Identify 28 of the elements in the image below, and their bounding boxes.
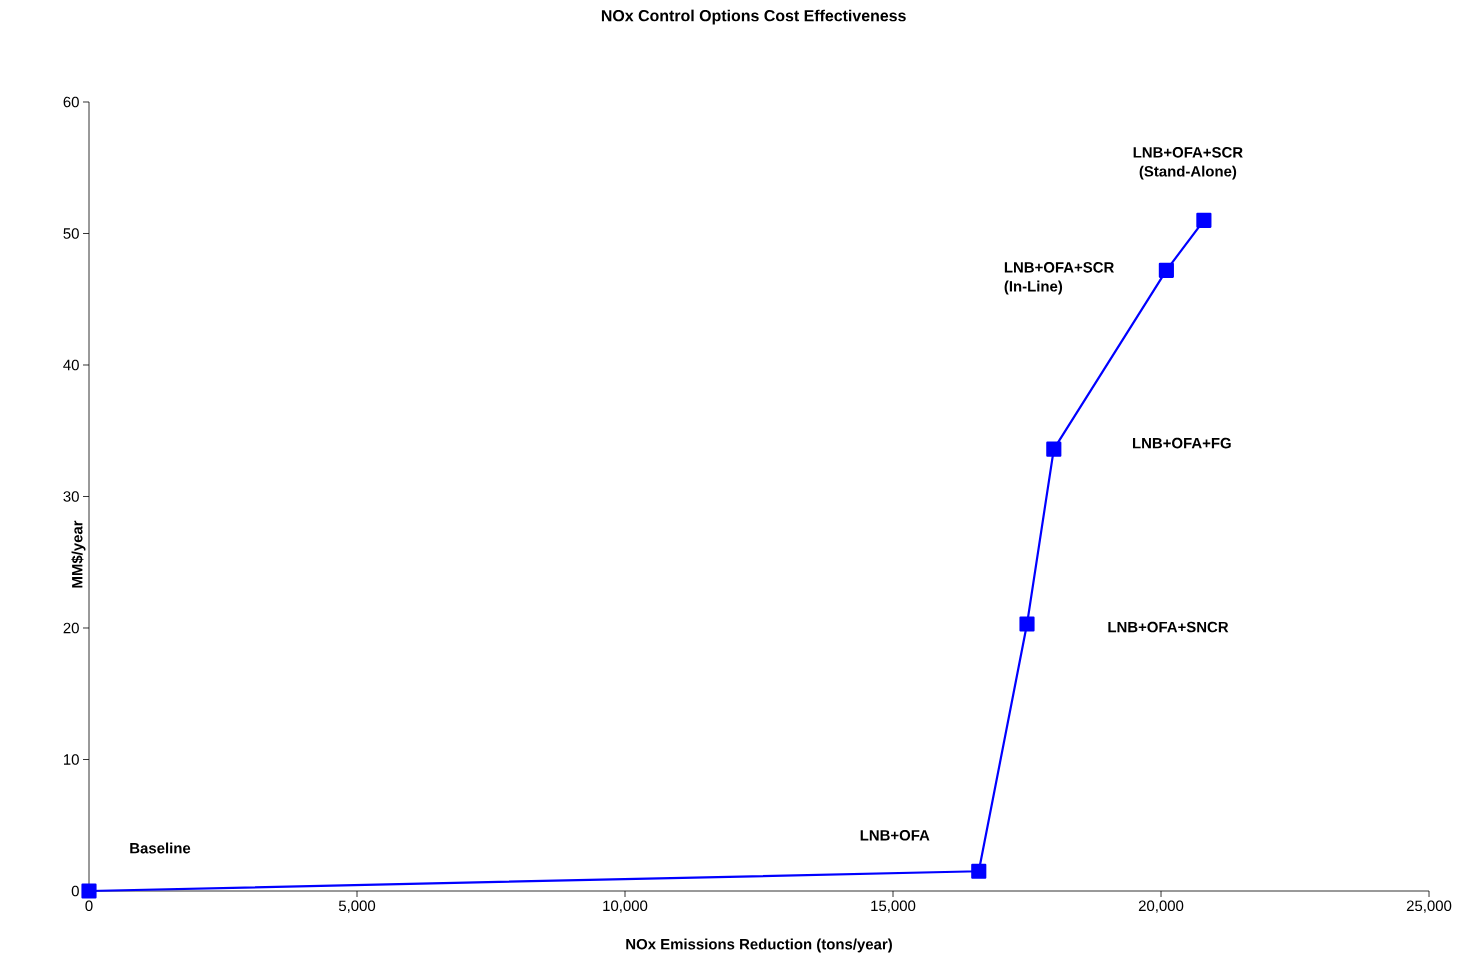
x-tick-label: 25,000 <box>1406 900 1452 913</box>
y-tick-label: 60 <box>63 96 79 108</box>
x-tick-label: 0 <box>85 900 93 912</box>
y-tick-label: 10 <box>64 754 79 765</box>
annotation: LNB+OFA+SCR (Stand-Alone) <box>1133 147 1243 180</box>
x-tick-label: 20,000 <box>1138 900 1184 913</box>
y-tick-label: 0 <box>71 885 79 897</box>
y-tick-label: 50 <box>63 228 79 239</box>
x-tick-label: 5,000 <box>338 900 376 913</box>
x-tick-label: 10,000 <box>603 900 648 913</box>
annotation: LNB+OFA+SNCR <box>1108 621 1229 633</box>
annotation: LNB+OFA <box>860 829 930 841</box>
y-tick-label: 40 <box>63 359 79 371</box>
point <box>1158 262 1174 278</box>
x-tick-label: 15,000 <box>871 900 916 913</box>
point <box>81 883 97 899</box>
y-tick-label: 30 <box>63 491 79 502</box>
y-axis-title: MM$/year <box>71 520 86 588</box>
point <box>1019 616 1035 632</box>
annotation: Baseline <box>130 842 191 854</box>
annotation: LNB+OFA+FG <box>1132 437 1231 449</box>
x-axis-title: NOx Emissions Reduction (tons/year) <box>626 938 892 953</box>
point <box>1046 441 1062 457</box>
chart-title: NOx Control Options Cost Effectiveness <box>601 9 906 25</box>
point <box>1196 212 1212 228</box>
annotation: LNB+OFA+SCR (In-Line) <box>1004 262 1114 295</box>
y-tick-label: 20 <box>63 622 79 634</box>
point <box>971 863 987 879</box>
